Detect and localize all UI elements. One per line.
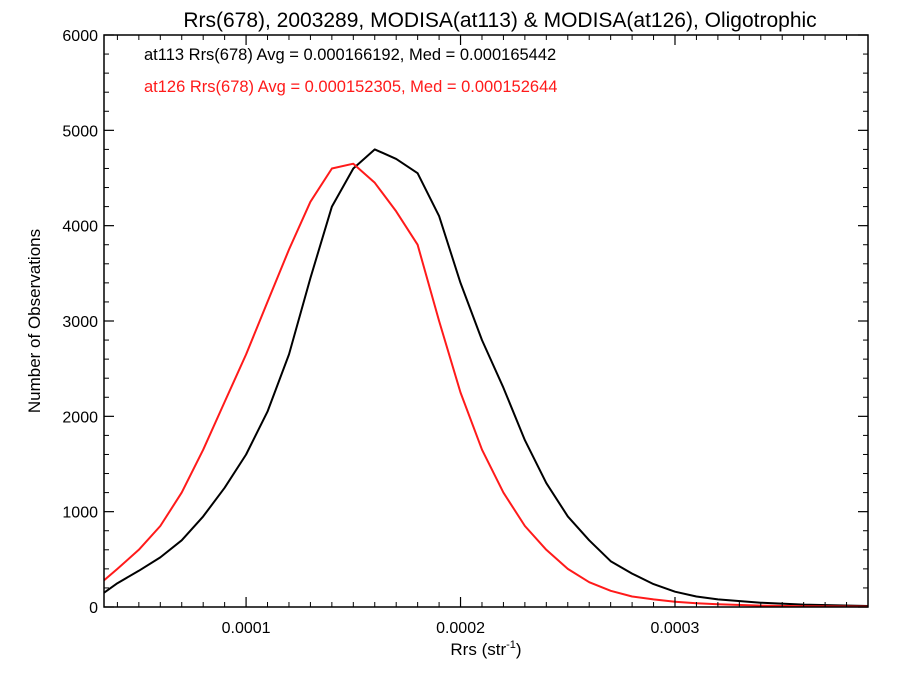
x-axis-label-main: Rrs (str <box>450 640 506 659</box>
y-axis-label: Number of Observations <box>25 229 44 413</box>
annotation-at113: at113 Rrs(678) Avg = 0.000166192, Med = … <box>144 46 556 64</box>
y-tick-label: 0 <box>89 600 98 617</box>
y-tick-label: 2000 <box>62 409 98 426</box>
x-tick-label: 0.0001 <box>222 620 271 637</box>
y-tick-label: 5000 <box>62 123 98 140</box>
histogram-line-at126 <box>103 162 869 608</box>
y-tick-label: 1000 <box>62 505 98 522</box>
y-tick-label: 3000 <box>62 314 98 331</box>
y-axis-ticks: 0 1000 2000 3000 4000 5000 6000 <box>62 28 868 617</box>
x-axis-ticks: 0.0001 0.0002 0.0003 <box>116 35 848 637</box>
histogram-line-at113 <box>103 148 869 607</box>
x-axis-label-superscript: -1 <box>506 639 516 651</box>
x-axis-label: Rrs (str-1) <box>450 639 521 659</box>
x-tick-label: 0.0003 <box>651 620 700 637</box>
x-tick-label: 0.0002 <box>436 620 485 637</box>
plot-area: 0.0001 0.0002 0.0003 0 1000 2000 3000 4000 5000… <box>62 28 869 637</box>
series-layer <box>103 148 869 608</box>
chart-title: Rrs(678), 2003289, MODISA(at113) & MODIS… <box>183 9 816 32</box>
y-tick-label: 4000 <box>62 219 98 236</box>
y-tick-label: 6000 <box>62 28 98 45</box>
annotation-at126: at126 Rrs(678) Avg = 0.000152305, Med = … <box>144 78 557 96</box>
x-axis-label-suffix: ) <box>516 640 522 659</box>
